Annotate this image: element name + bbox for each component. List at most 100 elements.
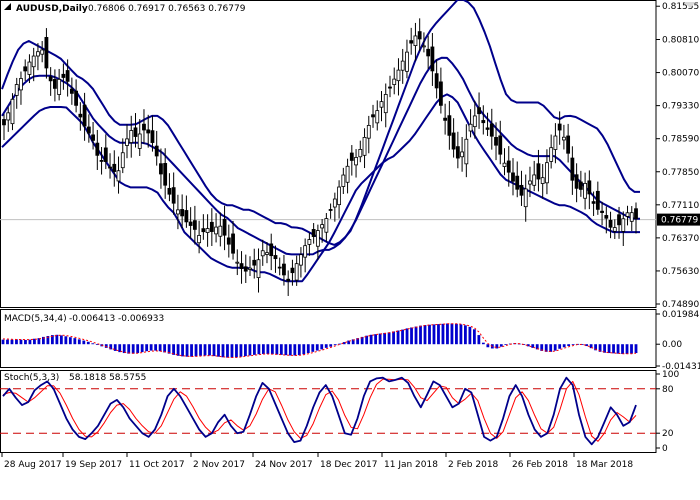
candle-body bbox=[205, 228, 210, 233]
macd-frame bbox=[0, 309, 657, 368]
candle-body bbox=[31, 55, 36, 68]
candle-body bbox=[154, 145, 159, 157]
candle-body bbox=[634, 208, 638, 220]
scroll-shift-icon bbox=[684, 2, 696, 8]
candle-body bbox=[243, 266, 248, 272]
macd-bar bbox=[6, 339, 9, 345]
candle-body bbox=[604, 215, 609, 219]
candle-body bbox=[574, 174, 579, 189]
candle-body bbox=[477, 107, 481, 115]
macd-bar bbox=[553, 344, 557, 351]
candle-body bbox=[44, 37, 49, 69]
ohlc-label: 0.76806 0.76917 0.76563 0.76779 bbox=[88, 4, 246, 14]
macd-bar bbox=[437, 324, 440, 345]
candle-body bbox=[388, 86, 392, 89]
macd-bar bbox=[414, 326, 418, 345]
macd-bar bbox=[338, 343, 342, 345]
candle-body bbox=[443, 117, 448, 121]
candle-body bbox=[239, 263, 244, 269]
macd-bar bbox=[91, 343, 95, 345]
macd-bar bbox=[464, 325, 467, 345]
macd-bar bbox=[634, 344, 638, 354]
candle-body bbox=[549, 147, 554, 162]
candle-body bbox=[277, 266, 282, 269]
macd-bar bbox=[163, 344, 167, 353]
candle-body bbox=[265, 252, 269, 255]
candle-body bbox=[358, 149, 363, 158]
candle-body bbox=[214, 226, 218, 235]
candle-body bbox=[608, 219, 613, 228]
macd-bar bbox=[387, 332, 391, 345]
macd-bar bbox=[558, 344, 562, 349]
macd-bar bbox=[140, 344, 144, 353]
macd-bar bbox=[347, 340, 351, 345]
macd-bar bbox=[360, 336, 364, 345]
candle-body bbox=[447, 115, 452, 136]
candle-body bbox=[99, 160, 104, 162]
candle-body bbox=[332, 198, 337, 208]
macd-bar bbox=[42, 336, 45, 345]
candle-body bbox=[472, 115, 477, 128]
candle-body bbox=[371, 114, 375, 118]
candle-body bbox=[578, 181, 583, 190]
candle-body bbox=[6, 112, 11, 121]
candle-body bbox=[10, 98, 15, 125]
macd-bar bbox=[365, 335, 369, 345]
candle-body bbox=[612, 227, 617, 232]
macd-bar bbox=[544, 344, 548, 352]
price-tick-label: 0.77110 bbox=[662, 201, 699, 211]
candle-body bbox=[468, 123, 473, 132]
macd-bar bbox=[46, 335, 50, 345]
macd-bar bbox=[208, 344, 211, 356]
macd-bar bbox=[446, 323, 449, 345]
macd-bar bbox=[567, 344, 571, 347]
macd-bar bbox=[37, 338, 41, 345]
candle-body bbox=[184, 210, 189, 223]
candle-body bbox=[218, 225, 223, 237]
macd-bar bbox=[118, 344, 122, 353]
candle-body bbox=[494, 137, 498, 146]
macd-bar bbox=[28, 339, 32, 345]
candle-body bbox=[451, 132, 456, 150]
candle-body bbox=[617, 214, 621, 226]
macd-bar bbox=[24, 339, 27, 345]
macd-bar bbox=[127, 344, 131, 354]
candle-body bbox=[511, 172, 515, 182]
macd-bar bbox=[432, 324, 436, 345]
candle-body bbox=[36, 51, 40, 57]
macd-bar bbox=[378, 333, 382, 345]
time-tick-label: 24 Nov 2017 bbox=[255, 460, 313, 470]
chart-corner-arrow-icon bbox=[4, 3, 11, 10]
candle-body bbox=[337, 186, 341, 206]
macd-bar bbox=[136, 344, 140, 354]
candle-body bbox=[52, 79, 57, 89]
macd-bar bbox=[15, 339, 18, 345]
candle-body bbox=[273, 255, 278, 260]
macd-bar bbox=[261, 344, 265, 354]
macd-bar bbox=[477, 335, 481, 345]
candle-body bbox=[591, 201, 596, 204]
price-tick-label: 0.79330 bbox=[662, 102, 699, 112]
candle-body bbox=[226, 237, 231, 245]
candle-body bbox=[209, 221, 214, 232]
macd-bar bbox=[459, 324, 463, 345]
macd-bar bbox=[468, 326, 472, 345]
macd-bar bbox=[82, 340, 86, 345]
candle-body bbox=[159, 163, 163, 175]
candle-body bbox=[40, 49, 45, 55]
last-price-box bbox=[657, 213, 700, 226]
macd-bar bbox=[266, 344, 270, 354]
candle-body bbox=[375, 110, 380, 124]
candle-body bbox=[460, 151, 464, 158]
candle-body bbox=[349, 152, 354, 161]
candle-body bbox=[150, 130, 155, 143]
macd-bar bbox=[540, 344, 544, 351]
text-layer: AUDUSD,Daily 0.76806 0.76917 0.76563 0.7… bbox=[4, 4, 246, 383]
stoch-tick-label: 80 bbox=[662, 385, 674, 395]
macd-bar bbox=[86, 341, 90, 345]
price-tick-label: 0.75630 bbox=[662, 267, 699, 277]
candle-body bbox=[176, 209, 180, 215]
candle-body bbox=[315, 230, 320, 247]
macd-bar bbox=[383, 332, 386, 345]
candle-body bbox=[532, 174, 537, 186]
